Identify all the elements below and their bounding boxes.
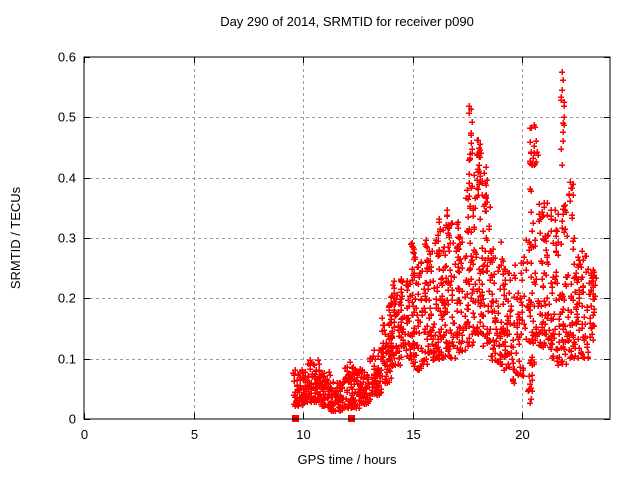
- x-tick-label: 15: [406, 427, 420, 442]
- y-tick-label: 0.4: [58, 171, 76, 186]
- tick-labels: 0 5 10 15 20 0 0.1 0.2 0.3 0.4 0.5 0.6: [58, 50, 530, 443]
- x-tick-label: 5: [191, 427, 198, 442]
- y-tick-label: 0.6: [58, 50, 76, 65]
- x-tick-label: 20: [515, 427, 529, 442]
- y-tick-label: 0.5: [58, 110, 76, 125]
- plot-border: [83, 56, 611, 420]
- y-tick-label: 0.3: [58, 231, 76, 246]
- srmtid-scatter-path: [290, 69, 599, 414]
- y-tick-label: 0: [69, 412, 76, 427]
- y-tick-label: 0.2: [58, 291, 76, 306]
- y-axis-label: SRMTID / TECUs: [8, 186, 23, 289]
- chart-title: Day 290 of 2014, SRMTID for receiver p09…: [220, 14, 474, 29]
- x-axis-label: GPS time / hours: [298, 452, 397, 467]
- x-tick-label: 10: [296, 427, 310, 442]
- data-points-plus-markers: [290, 69, 599, 414]
- y-tick-label: 0.1: [58, 352, 76, 367]
- x-tick-label: 0: [81, 427, 88, 442]
